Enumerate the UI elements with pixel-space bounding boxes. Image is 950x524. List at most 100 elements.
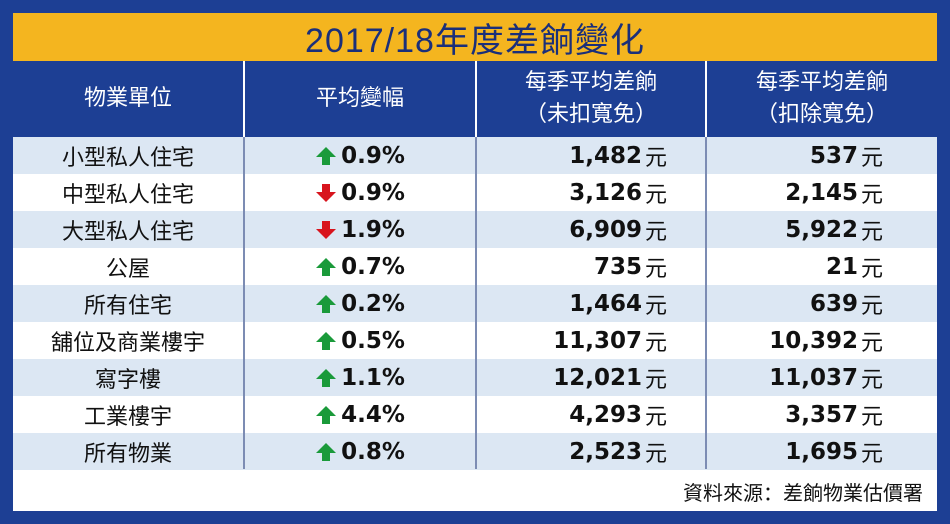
currency-unit: 元 [644, 293, 667, 319]
arrow-up-icon [316, 331, 337, 350]
currency-unit: 元 [860, 293, 883, 319]
property-unit-cell: 工業樓宇 [83, 404, 172, 430]
header-rates-waiver-line1: 每季平均差餉 [755, 70, 888, 95]
rates-waiver-value: 1,695 [785, 438, 858, 465]
change-cell: 4.4% [245, 396, 475, 433]
currency-unit: 元 [644, 145, 667, 171]
property-unit-cell: 所有物業 [83, 441, 172, 467]
header-rates-waiver: 每季平均差餉 （扣除寬免） [707, 61, 937, 137]
property-unit-cell: 寫字樓 [94, 367, 161, 393]
arrow-up-icon [316, 294, 337, 313]
header-unit-label: 物業單位 [83, 86, 172, 111]
change-value: 1.9% [341, 216, 405, 243]
rates-no-waiver-value: 1,482 [569, 142, 642, 169]
rates-no-waiver-value: 2,523 [569, 438, 642, 465]
rates-waiver-value: 3,357 [785, 401, 858, 428]
change-value: 0.2% [341, 290, 405, 317]
rates-no-waiver-value: 6,909 [569, 216, 642, 243]
change-value: 0.9% [341, 179, 405, 206]
rates-waiver-cell: 537 元 [707, 137, 937, 174]
rates-waiver-cell: 5,922 元 [707, 211, 937, 248]
rates-no-waiver-cell: 4,293 元 [477, 396, 705, 433]
property-unit-cell: 中型私人住宅 [61, 182, 194, 208]
column-divider [705, 137, 707, 469]
change-cell: 1.9% [245, 211, 475, 248]
header-change: 平均變幅 [245, 61, 475, 137]
rates-waiver-value: 11,037 [769, 364, 858, 391]
header-rates-no-waiver-line2: （未扣寬免） [524, 102, 657, 127]
change-value: 4.4% [341, 401, 405, 428]
rates-waiver-cell: 3,357 元 [707, 396, 937, 433]
table-header: 物業單位 平均變幅 每季平均差餉 （未扣寬免） 每季平均差餉 （扣除寬免） [13, 61, 937, 137]
rates-waiver-value: 2,145 [785, 179, 858, 206]
change-value: 0.9% [341, 142, 405, 169]
currency-unit: 元 [644, 404, 667, 430]
rates-no-waiver-cell: 1,482 元 [477, 137, 705, 174]
rates-no-waiver-value: 4,293 [569, 401, 642, 428]
rates-no-waiver-value: 11,307 [553, 327, 642, 354]
rates-waiver-value: 537 [809, 142, 858, 169]
rates-waiver-value: 21 [825, 253, 858, 280]
rates-waiver-value: 639 [809, 290, 858, 317]
change-value: 0.7% [341, 253, 405, 280]
header-rates-no-waiver-line1: 每季平均差餉 [524, 70, 657, 95]
currency-unit: 元 [860, 145, 883, 171]
property-unit-cell: 小型私人住宅 [61, 145, 194, 171]
currency-unit: 元 [860, 256, 883, 282]
page-title: 2017/18年度差餉變化 [305, 21, 645, 60]
header-divider [243, 61, 245, 137]
change-cell: 0.9% [245, 137, 475, 174]
currency-unit: 元 [860, 367, 883, 393]
rates-waiver-cell: 639 元 [707, 285, 937, 322]
header-rates-waiver-line2: （扣除寬免） [755, 102, 888, 127]
change-cell: 0.5% [245, 322, 475, 359]
arrow-up-icon [316, 442, 337, 461]
header-rates-no-waiver: 每季平均差餉 （未扣寬免） [477, 61, 705, 137]
currency-unit: 元 [860, 330, 883, 356]
currency-unit: 元 [644, 219, 667, 245]
rates-no-waiver-value: 3,126 [569, 179, 642, 206]
header-divider [475, 61, 477, 137]
change-cell: 1.1% [245, 359, 475, 396]
title-bar: 2017/18年度差餉變化 [13, 13, 937, 61]
change-cell: 0.2% [245, 285, 475, 322]
header-change-label: 平均變幅 [315, 86, 404, 111]
rates-waiver-cell: 21 元 [707, 248, 937, 285]
column-divider [475, 137, 477, 469]
rates-no-waiver-cell: 3,126 元 [477, 174, 705, 211]
change-value: 1.1% [341, 364, 405, 391]
source-note: 資料來源：差餉物業估價署 [683, 481, 923, 505]
currency-unit: 元 [644, 367, 667, 393]
rates-waiver-value: 5,922 [785, 216, 858, 243]
rates-waiver-cell: 10,392 元 [707, 322, 937, 359]
rates-no-waiver-value: 735 [593, 253, 642, 280]
arrow-up-icon [316, 257, 337, 276]
change-value: 0.8% [341, 438, 405, 465]
arrow-down-icon [316, 220, 337, 239]
currency-unit: 元 [644, 256, 667, 282]
header-unit: 物業單位 [13, 61, 243, 137]
arrow-up-icon [316, 368, 337, 387]
rates-no-waiver-cell: 1,464 元 [477, 285, 705, 322]
currency-unit: 元 [644, 441, 667, 467]
currency-unit: 元 [644, 182, 667, 208]
arrow-down-icon [316, 183, 337, 202]
header-divider [705, 61, 707, 137]
column-divider [243, 137, 245, 469]
property-unit-cell: 大型私人住宅 [61, 219, 194, 245]
rates-waiver-cell: 1,695 元 [707, 433, 937, 470]
arrow-up-icon [316, 146, 337, 165]
rates-no-waiver-value: 1,464 [569, 290, 642, 317]
currency-unit: 元 [644, 330, 667, 356]
rates-no-waiver-cell: 2,523 元 [477, 433, 705, 470]
rates-no-waiver-cell: 6,909 元 [477, 211, 705, 248]
change-cell: 0.9% [245, 174, 475, 211]
rates-no-waiver-cell: 735 元 [477, 248, 705, 285]
currency-unit: 元 [860, 404, 883, 430]
currency-unit: 元 [860, 182, 883, 208]
property-unit-cell: 所有住宅 [83, 293, 172, 319]
rates-no-waiver-cell: 11,307 元 [477, 322, 705, 359]
rates-waiver-cell: 2,145 元 [707, 174, 937, 211]
rates-waiver-cell: 11,037 元 [707, 359, 937, 396]
